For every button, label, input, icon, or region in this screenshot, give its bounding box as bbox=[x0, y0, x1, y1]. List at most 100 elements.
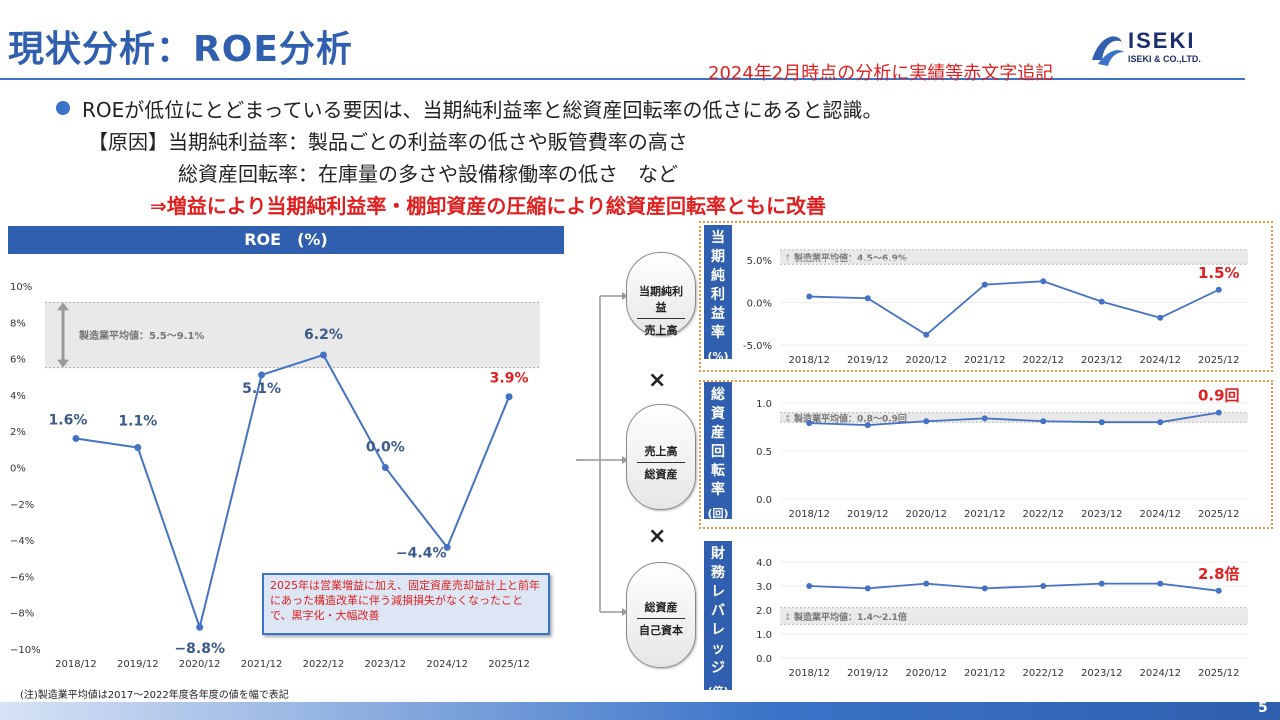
bullet-line-1: ROEが低位にとどまっている要因は、当期純利益率と総資産回転率の低さにあると認識… bbox=[82, 98, 883, 122]
flow-arrow-icon bbox=[572, 454, 586, 468]
ratio-oval-1: 当期純利益 売上高 bbox=[626, 252, 696, 337]
ratio-oval-2: 売上高 総資産 bbox=[626, 404, 696, 510]
roe-y-tick: 4% bbox=[10, 391, 26, 402]
x-tick: 2022/12 bbox=[1022, 509, 1064, 520]
roe-x-tick: 2021/12 bbox=[241, 659, 283, 670]
avg-band-arrow-icon: ↕ bbox=[784, 414, 792, 424]
ratio2-numerator: 売上高 bbox=[637, 443, 685, 463]
roe-x-tick: 2020/12 bbox=[179, 659, 221, 670]
avg-band-label: 製造業平均値：0.8～0.9回 bbox=[793, 412, 907, 424]
x-tick: 2022/12 bbox=[1022, 355, 1064, 366]
x-tick: 2018/12 bbox=[788, 509, 830, 520]
asset-turnover-box bbox=[699, 380, 1273, 529]
avg-band-label: 製造業平均値：4.5～6.9% bbox=[793, 252, 907, 264]
series-line bbox=[809, 582, 1219, 592]
series-line bbox=[809, 411, 1219, 426]
x-tick: 2020/12 bbox=[905, 668, 947, 679]
side-label-asset-turnover: 総資産回転率 (回) bbox=[704, 382, 732, 520]
side-label-char: (倍) bbox=[707, 685, 729, 698]
series-point bbox=[1098, 419, 1105, 426]
series-point bbox=[864, 295, 871, 302]
avg-band bbox=[780, 412, 1248, 423]
series-point bbox=[1215, 286, 1222, 293]
x-tick: 2024/12 bbox=[1139, 668, 1181, 679]
net-margin-chart: 製造業平均値：4.5～6.9%↕ 5.0% 0.0% -5.0% 2018/12 2019… bbox=[743, 249, 1248, 366]
series-point bbox=[1157, 419, 1164, 426]
roe-point bbox=[319, 351, 327, 359]
ratio-oval-3: 総資産 自己資本 bbox=[626, 562, 696, 668]
title-rule bbox=[0, 78, 1245, 80]
roe-point bbox=[443, 543, 451, 551]
roe-data-label: 0.0% bbox=[366, 440, 405, 456]
roe-data-label: −8.8% bbox=[174, 641, 225, 657]
side-label-leverage: 財務レバレッジ (倍) bbox=[704, 541, 732, 698]
roe-data-label: −4.4% bbox=[396, 545, 447, 561]
side-label-char: 回 bbox=[711, 444, 725, 460]
series-point bbox=[864, 422, 871, 429]
roe-chart-header: ROE (%) bbox=[8, 226, 564, 254]
roe-average-band bbox=[45, 302, 540, 368]
series-point bbox=[923, 580, 930, 587]
roe-point bbox=[72, 434, 80, 442]
series-point bbox=[1040, 583, 1047, 589]
roe-point bbox=[505, 393, 513, 401]
page-title: 現状分析：ROE分析 bbox=[8, 29, 353, 70]
roe-data-label: 1.6% bbox=[49, 412, 88, 428]
series-point bbox=[1157, 580, 1164, 587]
ratio1-numerator: 当期純利益 bbox=[637, 283, 685, 319]
roe-series-line bbox=[75, 353, 510, 631]
roe-y-tick: 8% bbox=[10, 318, 26, 329]
x-tick: 2018/12 bbox=[788, 668, 830, 679]
side-label-char: 利 bbox=[711, 287, 725, 303]
y-tick: 1.0 bbox=[756, 630, 772, 641]
logo-sub: ISEKI & CO.,LTD. bbox=[1128, 54, 1201, 64]
y-tick: 5.0% bbox=[747, 256, 772, 267]
series-point bbox=[981, 415, 988, 422]
bullet-line-4: ⇒増益により当期純利益率・棚卸資産の圧縮により総資産回転率ともに改善 bbox=[150, 194, 826, 218]
bullet-line-3: 総資産回転率：在庫量の多さや設備稼働率の低さ など bbox=[178, 162, 678, 186]
roe-callout-box: 2025年は営業増益に加え、固定資産売却益計上と前年にあった構造改革に伴う減損損… bbox=[262, 573, 550, 635]
side-label-char: レ bbox=[711, 622, 725, 638]
iseki-logo-icon bbox=[1092, 36, 1124, 66]
roe-point bbox=[258, 371, 266, 379]
ratio2-denominator: 総資産 bbox=[644, 468, 678, 481]
page-number: 5 bbox=[1258, 700, 1268, 716]
y-tick: 0.5 bbox=[756, 447, 772, 458]
series-point bbox=[1215, 587, 1222, 594]
times-sign-1: × bbox=[648, 368, 667, 393]
roe-data-label: 1.1% bbox=[118, 414, 157, 430]
side-label-char: 財 bbox=[711, 546, 725, 562]
series-point bbox=[1157, 314, 1164, 321]
bullet-line-2: 【原因】当期純利益率：製品ごとの利益率の低さや販管費率の高さ bbox=[88, 130, 688, 154]
net-margin-box bbox=[699, 221, 1273, 372]
roe-data-label: 3.9% bbox=[490, 371, 529, 387]
last-value-label: 1.5% bbox=[1198, 264, 1240, 282]
roe-data-label: 6.2% bbox=[304, 327, 343, 343]
avg-band-arrow-icon: ↕ bbox=[784, 254, 792, 264]
avg-band bbox=[780, 249, 1248, 265]
series-point bbox=[1040, 418, 1047, 425]
roe-x-tick: 2023/12 bbox=[365, 659, 407, 670]
x-tick: 2024/12 bbox=[1139, 509, 1181, 520]
avg-band-arrow-icon: ↕ bbox=[784, 613, 792, 623]
side-label-char: ジ bbox=[711, 660, 725, 676]
roe-y-tick: −6% bbox=[10, 572, 34, 583]
series-point bbox=[923, 418, 930, 425]
side-label-char: 益 bbox=[711, 306, 725, 322]
roe-x-tick: 2025/12 bbox=[488, 659, 530, 670]
y-tick: 0.0% bbox=[747, 299, 772, 310]
x-tick: 2021/12 bbox=[964, 509, 1006, 520]
avg-band-label: 製造業平均値：1.4～2.1倍 bbox=[793, 611, 907, 623]
x-tick: 2025/12 bbox=[1198, 355, 1240, 366]
x-tick: 2024/12 bbox=[1139, 355, 1181, 366]
side-label-char: 純 bbox=[711, 268, 725, 284]
y-tick: 0.0 bbox=[756, 654, 772, 665]
flow-connector bbox=[576, 292, 628, 616]
roe-x-tick: 2024/12 bbox=[426, 659, 468, 670]
side-label-char: 率 bbox=[711, 482, 725, 498]
series-point bbox=[981, 281, 988, 288]
bottom-bar bbox=[0, 702, 1280, 720]
roe-band-arrow-up-icon bbox=[57, 302, 69, 311]
side-label-char: バ bbox=[711, 603, 725, 619]
leverage-chart: 製造業平均値：1.4～2.1倍↕ 4.0 3.0 2.0 1.0 0.0 2018/12 20… bbox=[756, 558, 1248, 679]
